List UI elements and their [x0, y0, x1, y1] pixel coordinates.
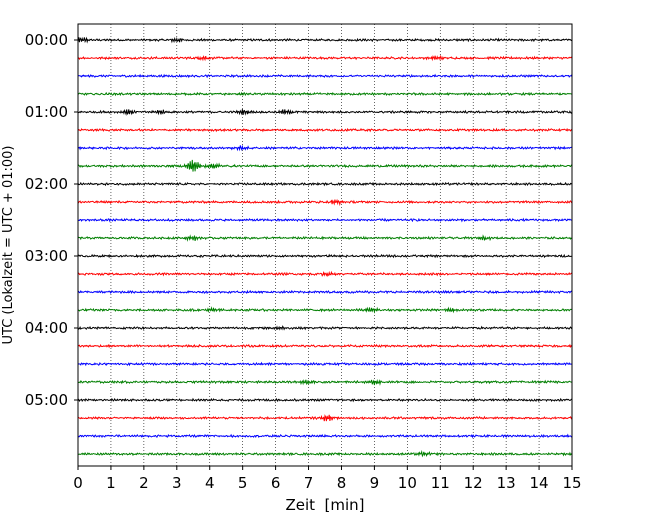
seismic-trace	[77, 343, 573, 349]
x-tick-label: 14	[530, 474, 549, 492]
seismic-trace	[77, 433, 573, 439]
x-ticks: 0 1 2 3 4 5 6 7 8 9 10 11 12 13 14 15	[73, 466, 582, 492]
seismic-trace	[77, 449, 573, 458]
seismic-trace	[77, 73, 573, 79]
y-tick-label: 02:00	[25, 175, 68, 193]
seismic-trace	[77, 234, 573, 242]
seismic-trace	[77, 159, 573, 172]
x-tick-label: 13	[497, 474, 516, 492]
seismic-trace	[77, 270, 573, 277]
x-tick-label: 15	[562, 474, 581, 492]
seismic-trace	[77, 181, 573, 187]
x-tick-label: 5	[238, 474, 248, 492]
plot-frame	[77, 23, 573, 467]
y-tick-label: 00:00	[25, 31, 68, 49]
x-tick-label: 9	[370, 474, 380, 492]
x-axis-label: Zeit [min]	[285, 496, 364, 514]
x-tick-label: 0	[73, 474, 83, 492]
y-tick-label: 05:00	[25, 391, 68, 409]
y-tick-label: 04:00	[25, 319, 68, 337]
seismic-trace	[78, 91, 572, 97]
seismic-trace	[77, 108, 573, 116]
seismic-trace	[77, 414, 573, 422]
seismic-trace	[77, 127, 572, 133]
seismic-trace	[77, 144, 573, 152]
seismic-trace	[77, 36, 573, 44]
y-tick-label: 01:00	[25, 103, 68, 121]
seismic-trace	[77, 378, 573, 386]
x-tick-label: 2	[139, 474, 149, 492]
seismic-trace	[77, 198, 573, 207]
y-axis-label: UTC (Lokalzeit = UTC + 01:00)	[1, 146, 16, 345]
seismic-trace	[77, 361, 573, 367]
x-tick-label: 12	[464, 474, 483, 492]
x-tick-label: 8	[337, 474, 347, 492]
x-tick-label: 11	[431, 474, 450, 492]
x-tick-label: 4	[205, 474, 215, 492]
seismic-trace	[77, 325, 573, 331]
trace-layer	[77, 36, 573, 458]
x-tick-label: 1	[106, 474, 116, 492]
seismic-trace	[77, 217, 573, 223]
x-tick-label: 10	[398, 474, 417, 492]
y-ticks: 00:00 01:00 02:00 03:00 04:00 05:00	[25, 31, 78, 409]
y-tick-label: 03:00	[25, 247, 68, 265]
seismic-trace	[77, 306, 573, 314]
seismic-trace	[77, 397, 573, 403]
seismic-trace	[77, 54, 573, 62]
seismic-trace	[77, 253, 573, 259]
x-tick-label: 7	[304, 474, 314, 492]
x-tick-label: 3	[172, 474, 182, 492]
x-tick-label: 6	[271, 474, 281, 492]
seismic-trace	[77, 289, 573, 295]
